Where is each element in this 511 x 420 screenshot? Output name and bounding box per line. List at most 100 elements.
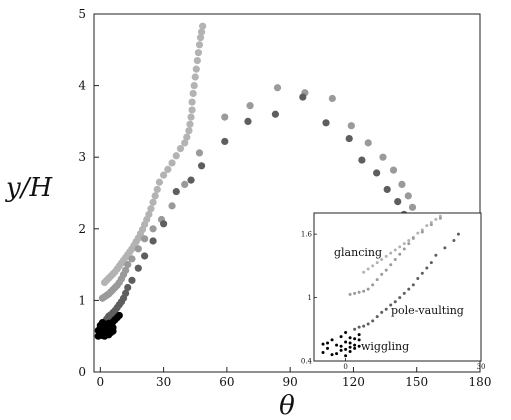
x-tick-label: 30 xyxy=(156,375,171,389)
inset-data-point xyxy=(380,258,384,262)
inset-data-point xyxy=(344,330,348,334)
series-0 xyxy=(100,22,207,287)
data-point xyxy=(128,276,136,284)
inset-data-point xyxy=(344,347,348,351)
inset-data-point xyxy=(353,346,357,350)
data-point xyxy=(194,49,203,57)
data-point xyxy=(145,210,153,219)
data-point xyxy=(404,192,412,200)
data-point xyxy=(408,203,417,211)
inset-data-point xyxy=(348,336,352,340)
inset-data-point xyxy=(398,296,402,300)
inset-data-point xyxy=(353,327,357,331)
inset-data-point xyxy=(416,231,420,235)
data-point xyxy=(109,327,117,335)
data-point xyxy=(188,106,196,114)
data-point xyxy=(164,165,172,173)
inset-data-point xyxy=(434,217,438,221)
inset-frame xyxy=(313,212,482,362)
main-plot: 0 30 60 90 120 150 180 0 1 2 3 4 5 y/H θ xyxy=(5,7,491,420)
data-point xyxy=(141,252,149,260)
inset-data-point xyxy=(326,346,330,350)
inset-data-point xyxy=(384,307,388,311)
inset-data-point xyxy=(375,261,379,265)
inset-series-2 xyxy=(353,232,460,331)
inset-x-tick-label: 30 xyxy=(477,363,486,371)
inset-data-point xyxy=(425,224,429,228)
data-point xyxy=(141,235,149,243)
inset-data-point xyxy=(357,338,361,342)
inset-x-tick-label: 0 xyxy=(343,363,347,371)
data-point xyxy=(181,139,189,147)
inset-data-point xyxy=(339,335,343,339)
data-point xyxy=(172,187,180,196)
inset-data-point xyxy=(362,289,366,293)
inset-data-point xyxy=(326,341,330,345)
data-point xyxy=(160,171,168,179)
inset-data-point xyxy=(429,223,433,227)
data-point xyxy=(124,261,132,269)
data-point xyxy=(246,102,254,110)
data-point xyxy=(358,156,366,164)
data-point xyxy=(221,113,229,121)
data-point xyxy=(193,56,201,65)
x-tick-label: 0 xyxy=(97,375,105,389)
data-point xyxy=(299,93,307,101)
x-tick-label: 120 xyxy=(342,375,365,389)
inset-y-tick-label: 0.4 xyxy=(301,358,313,366)
data-point xyxy=(197,28,206,36)
data-point xyxy=(192,65,200,73)
data-point xyxy=(149,237,157,245)
data-point xyxy=(124,283,132,292)
data-point xyxy=(347,122,355,130)
data-point xyxy=(394,197,402,206)
inset-data-point xyxy=(353,291,357,295)
y-tick-label: 2 xyxy=(78,222,86,236)
data-point xyxy=(244,117,252,125)
inset-data-point xyxy=(384,268,388,272)
inset-data-point xyxy=(348,292,352,296)
data-point xyxy=(199,22,207,30)
data-point xyxy=(134,245,142,253)
inset-data-point xyxy=(425,266,429,270)
inset-data-point xyxy=(366,267,370,271)
data-point xyxy=(176,145,185,153)
data-point xyxy=(181,180,189,189)
x-tick-label: 150 xyxy=(405,375,428,389)
inset-data-point xyxy=(438,216,442,220)
inset-data-point xyxy=(384,254,388,258)
data-point xyxy=(183,133,191,141)
inset-data-point xyxy=(407,242,411,246)
data-point xyxy=(398,180,406,189)
inset-data-point xyxy=(398,245,402,249)
data-point xyxy=(195,149,204,157)
data-point xyxy=(172,152,180,160)
data-point xyxy=(147,205,155,213)
inset-data-point xyxy=(353,343,357,347)
y-tick-label: 0 xyxy=(78,365,86,379)
data-point xyxy=(186,120,194,128)
data-point xyxy=(221,137,229,146)
inset-data-point xyxy=(389,263,393,267)
inset-y-tick-label: 1.6 xyxy=(301,231,313,239)
y-tick-label: 4 xyxy=(78,79,86,93)
inset-data-point xyxy=(366,322,370,326)
inset-data-point xyxy=(438,214,442,218)
data-point xyxy=(155,178,163,186)
data-point xyxy=(115,311,123,320)
inset-data-point xyxy=(344,340,348,344)
data-point xyxy=(160,220,168,228)
inset-data-point xyxy=(375,278,379,282)
inset-data-point xyxy=(371,319,375,323)
inset-data-point xyxy=(420,230,424,234)
inset-data-point xyxy=(362,270,366,274)
x-axis-label: θ xyxy=(279,391,295,420)
y-axis-label: y/H xyxy=(5,173,53,203)
x-tick-label: 90 xyxy=(283,375,298,389)
inset-data-point xyxy=(348,345,352,349)
inset-plot: 0 30 0.4 1 1.6 glancing pole-vaulting wiggling xyxy=(301,212,486,371)
y-tick-label: 1 xyxy=(78,293,86,307)
data-point xyxy=(151,192,159,200)
inset-data-point xyxy=(321,342,325,346)
